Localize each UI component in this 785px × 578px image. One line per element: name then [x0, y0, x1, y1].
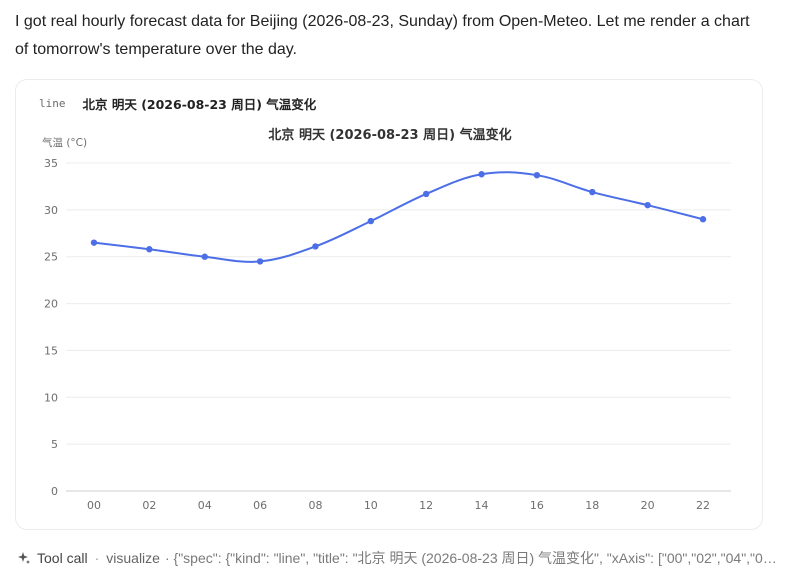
separator: · — [94, 550, 100, 566]
x-tick-label: 10 — [364, 499, 378, 512]
y-tick-label: 35 — [44, 157, 58, 170]
tool-name: visualize — [106, 550, 160, 566]
tool-call-bar[interactable]: Tool call · visualize · {"spec": {"kind"… — [17, 547, 777, 569]
sparkle-icon — [18, 552, 30, 564]
x-tick-label: 14 — [475, 499, 489, 512]
y-tick-label: 0 — [51, 485, 58, 498]
line-chart: 北京 明天 (2026-08-23 周日) 气温变化 气温 (°C) 0 5 10 1… — [42, 127, 731, 512]
card-title: 北京 明天 (2026-08-23 周日) 气温变化 — [82, 96, 317, 112]
x-tick-label: 02 — [142, 499, 156, 512]
y-axis-label: 气温 (°C) — [42, 136, 87, 149]
x-tick-label: 16 — [530, 499, 544, 512]
tool-args: · {"spec": {"kind": "line", "title": "北京… — [164, 550, 777, 566]
x-tick-label: 08 — [308, 499, 322, 512]
chart-title: 北京 明天 (2026-08-23 周日) 气温变化 — [268, 127, 511, 143]
data-point[interactable] — [533, 171, 541, 179]
data-point[interactable] — [699, 216, 707, 223]
x-axis-ticks: 00 02 04 06 08 10 12 14 16 18 20 22 — [87, 499, 710, 512]
x-tick-label: 18 — [585, 499, 599, 512]
y-tick-label: 15 — [44, 344, 58, 357]
data-point[interactable] — [367, 217, 375, 225]
x-tick-label: 04 — [198, 499, 212, 512]
y-axis-ticks: 0 5 10 15 20 25 30 35 — [44, 157, 58, 498]
x-tick-label: 00 — [87, 499, 101, 512]
data-point[interactable] — [146, 246, 153, 253]
data-point[interactable] — [201, 253, 208, 260]
data-point[interactable] — [478, 171, 485, 178]
y-tick-label: 30 — [44, 204, 58, 217]
series-line — [93, 171, 704, 263]
y-tick-label: 20 — [44, 298, 58, 311]
y-tick-label: 5 — [51, 438, 58, 451]
data-point[interactable] — [422, 190, 430, 198]
data-point[interactable] — [256, 258, 264, 265]
assistant-message: I got real hourly forecast data for Beij… — [15, 13, 750, 58]
data-point[interactable] — [644, 201, 651, 209]
x-tick-label: 06 — [253, 499, 267, 512]
x-tick-label: 20 — [641, 499, 655, 512]
data-point[interactable] — [90, 239, 98, 246]
data-point[interactable] — [589, 188, 596, 196]
x-tick-label: 12 — [419, 499, 433, 512]
grid-lines — [66, 162, 731, 492]
data-point[interactable] — [312, 243, 319, 250]
series-layer — [90, 171, 707, 265]
chart-card: line 北京 明天 (2026-08-23 周日) 气温变化 北京 明天 (2… — [15, 79, 763, 530]
y-tick-label: 10 — [44, 391, 58, 404]
x-tick-label: 22 — [696, 499, 710, 512]
tool-call-label: Tool call — [37, 550, 88, 566]
y-tick-label: 25 — [44, 251, 58, 264]
card-header: line 北京 明天 (2026-08-23 周日) 气温变化 — [39, 93, 316, 113]
chart-kind-tag: line — [39, 96, 66, 110]
